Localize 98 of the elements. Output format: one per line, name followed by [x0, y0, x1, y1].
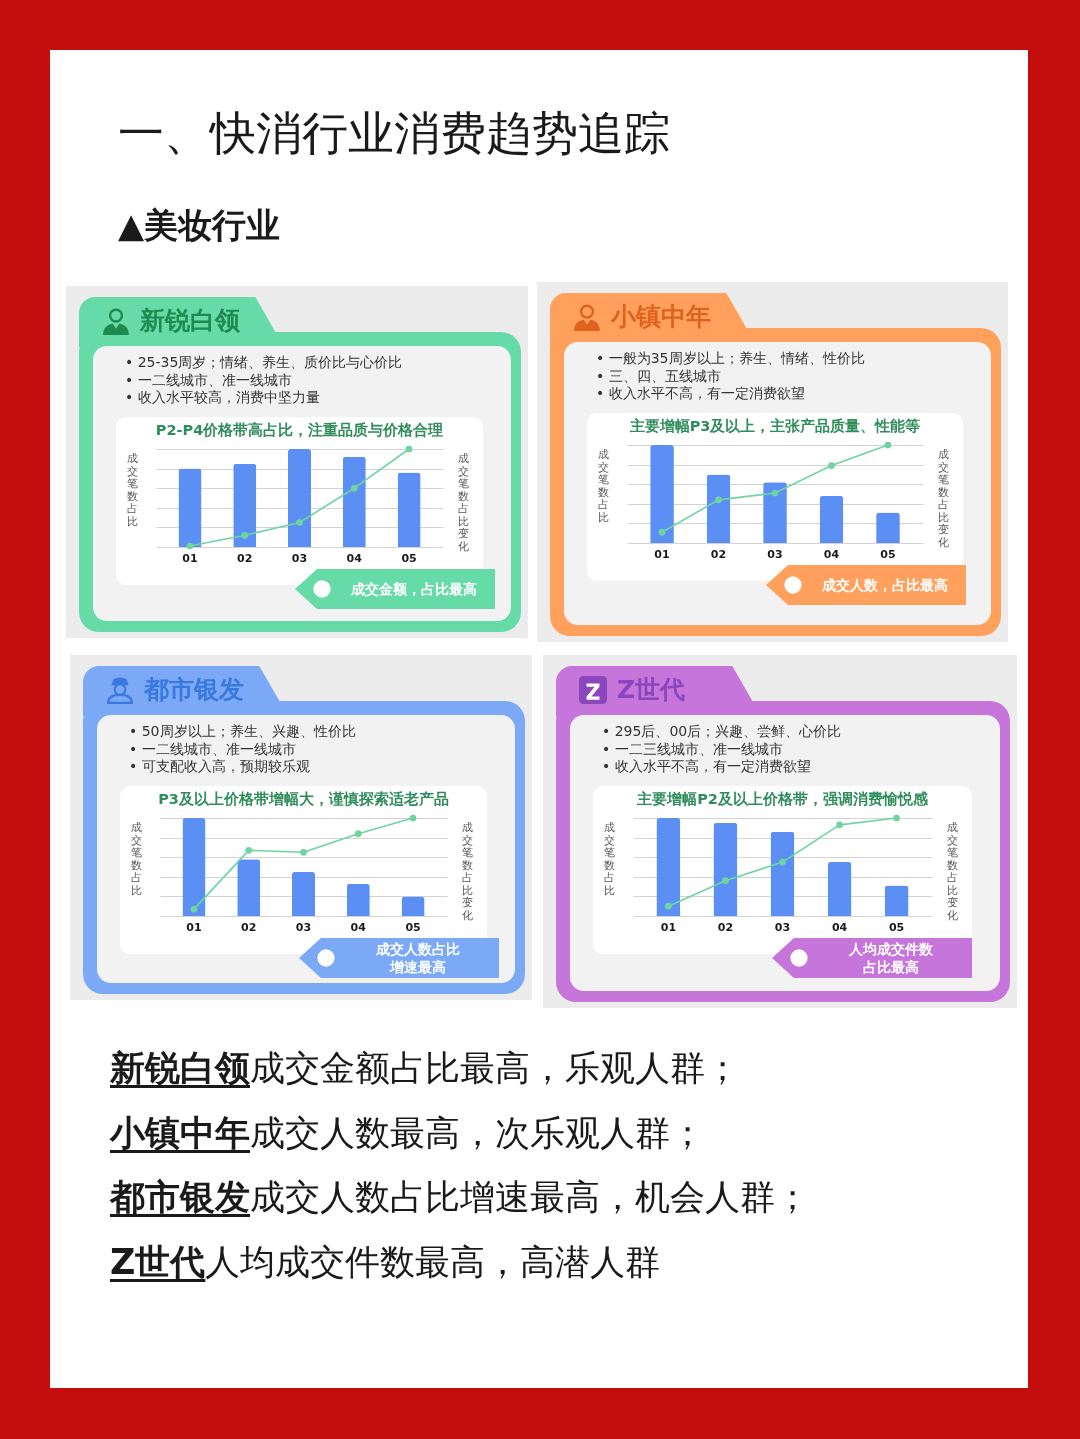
- point: [300, 848, 307, 856]
- text: • 一二线城市、准一线城市: [129, 740, 297, 758]
- y-axis-title: 成交笔数占比: [130, 821, 142, 897]
- text: 人均成交件数占比最高: [848, 940, 934, 976]
- point: [241, 531, 249, 539]
- bar: [706, 474, 731, 543]
- x-tick-label: 03: [291, 551, 308, 565]
- bar: [346, 883, 370, 916]
- point: [245, 846, 253, 854]
- bar: [763, 482, 787, 543]
- text: • 一二线城市、准一线城市: [125, 371, 293, 389]
- y2-axis-title: 成交笔数占比变化: [946, 821, 958, 922]
- bar: [884, 885, 909, 916]
- text: • 收入水平不高，有一定消费欲望: [602, 758, 812, 776]
- y2-axis-title: 成交笔数占比变化: [457, 452, 469, 553]
- bar: [288, 449, 311, 547]
- point: [665, 902, 672, 910]
- bar: [401, 896, 425, 916]
- point: [350, 484, 358, 492]
- x-tick-label: 02: [237, 551, 253, 565]
- bar: [770, 831, 795, 916]
- bar: [656, 818, 681, 916]
- text: • 收入水平较高，消费中坚力量: [125, 389, 321, 407]
- x-tick-label: 05: [401, 551, 417, 565]
- text: Z世代人均成交件数最高，高潜人群: [110, 1241, 661, 1282]
- x-tick-label: 01: [660, 920, 677, 934]
- y-axis-title: 成交笔数占比: [603, 821, 615, 897]
- x-tick-label: 03: [767, 547, 783, 561]
- bar: [233, 463, 257, 547]
- chart-title: Z世代: [617, 674, 686, 706]
- chart-subtitle: P3及以上价格带增幅大，谨慎探索适老产品: [157, 790, 450, 809]
- text: 成交人数，占比最高: [822, 576, 948, 594]
- chart-subtitle: 主要增幅P2及以上价格带，强调消费愉悦感: [636, 790, 929, 809]
- point: [354, 830, 362, 838]
- x-tick-label: 05: [880, 547, 896, 561]
- text: • 收入水平不高，有一定消费欲望: [596, 385, 806, 403]
- point: [658, 528, 666, 536]
- point: [836, 821, 843, 829]
- point: [186, 542, 194, 550]
- chart-subtitle: P2-P4价格带高占比，注重品质与价格合理: [154, 421, 445, 440]
- x-tick-label: 04: [831, 920, 848, 934]
- text: • 一般为35周岁以上；养生、情绪、性价比: [596, 350, 865, 368]
- y2-axis-title: 成交笔数占比变化: [937, 448, 949, 549]
- text: • 三、四、五线城市: [596, 367, 722, 385]
- x-tick-label: 01: [186, 920, 202, 934]
- bar: [650, 445, 674, 543]
- x-tick-label: 04: [823, 547, 840, 561]
- x-tick-label: 05: [888, 920, 905, 934]
- point: [828, 462, 835, 469]
- y-axis-title: 成交笔数占比: [126, 452, 138, 528]
- text: • 可支配收入高，预期较乐观: [129, 758, 311, 776]
- x-tick-label: 01: [654, 547, 670, 561]
- x-tick-label: 03: [774, 920, 791, 934]
- text: 新锐白领成交金额占比最高，乐观人群；: [110, 1048, 740, 1088]
- x-tick-label: 04: [350, 920, 367, 934]
- text: • 25-35周岁；情绪、养生、质价比与心价比: [125, 354, 403, 372]
- text: ▲美妆行业: [118, 204, 282, 247]
- text: • 一二三线城市、准一线城市: [602, 740, 784, 758]
- text: 一、快消行业消费趋势追踪: [118, 105, 670, 162]
- x-tick-label: 05: [405, 920, 421, 934]
- chart-title: 都市银发: [144, 674, 244, 706]
- bar: [876, 512, 900, 543]
- point: [190, 905, 198, 913]
- bar: [237, 859, 261, 916]
- x-tick-label: 02: [710, 547, 727, 561]
- point: [779, 858, 786, 866]
- text: 成交金额，占比最高: [351, 580, 477, 598]
- y-axis-title: 成交笔数占比: [597, 448, 609, 524]
- bar: [397, 472, 421, 547]
- point: [893, 814, 900, 822]
- x-tick-label: 01: [182, 551, 198, 565]
- bar: [182, 818, 206, 916]
- x-tick-label: 02: [241, 920, 257, 934]
- point: [771, 489, 779, 497]
- bar: [178, 468, 202, 547]
- x-tick-label: 02: [717, 920, 734, 934]
- chart-title: 小镇中年: [611, 301, 711, 333]
- text: • 50周岁以上；养生、兴趣、性价比: [129, 723, 356, 741]
- chart-subtitle: 主要增幅P3及以上，主张产品质量、性能等: [628, 417, 922, 436]
- bar: [713, 822, 738, 916]
- chart-title: 新锐白领: [140, 305, 240, 337]
- y2-axis-title: 成交笔数占比变化: [461, 821, 473, 922]
- point: [884, 441, 892, 449]
- text: • 295后、00后；兴趣、尝鲜、心价比: [602, 723, 842, 741]
- point: [409, 814, 417, 822]
- x-tick-label: 03: [295, 920, 312, 934]
- point: [405, 445, 413, 453]
- bar: [292, 871, 315, 916]
- point: [715, 496, 722, 504]
- point: [722, 877, 729, 885]
- bar: [819, 495, 844, 543]
- text: 都市银发成交人数占比增速最高，机会人群；: [110, 1177, 810, 1217]
- bar: [342, 456, 366, 547]
- x-tick-label: 04: [346, 551, 363, 565]
- text: 成交人数占比增速最高: [375, 940, 461, 976]
- text: 小镇中年成交人数最高，次乐观人群；: [110, 1112, 705, 1153]
- bar: [827, 862, 852, 916]
- point: [296, 519, 303, 526]
